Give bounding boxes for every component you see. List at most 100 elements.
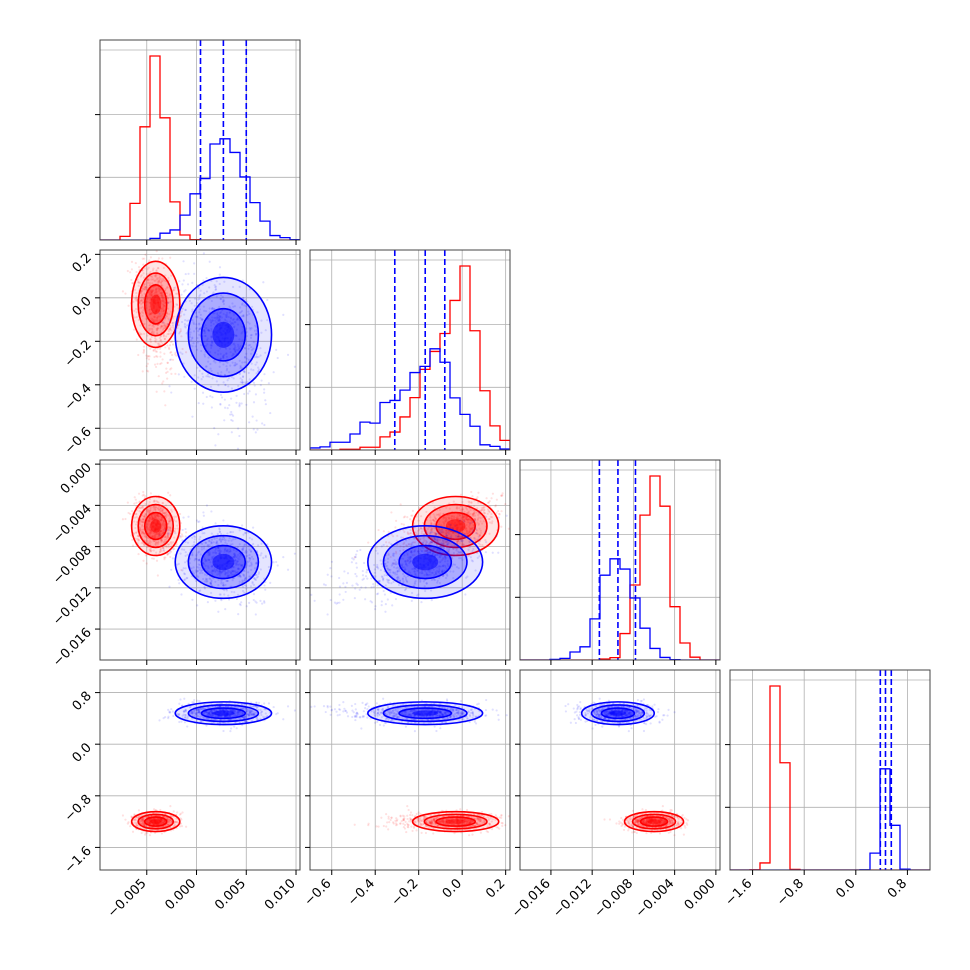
scatter-point xyxy=(144,288,147,291)
scatter-point xyxy=(148,284,152,287)
scatter-point xyxy=(146,362,149,365)
scatter-point xyxy=(140,296,143,299)
scatter-point xyxy=(126,822,129,825)
scatter-point xyxy=(218,266,222,269)
scatter-point xyxy=(358,588,361,591)
scatter-point xyxy=(471,532,474,535)
scatter-point xyxy=(338,593,341,596)
scatter-point xyxy=(202,402,205,405)
contour-red xyxy=(150,294,162,315)
scatter-point xyxy=(206,600,209,604)
scatter-point xyxy=(361,574,365,577)
scatter-point xyxy=(475,531,478,535)
scatter-point xyxy=(353,555,357,558)
scatter-point xyxy=(474,526,477,529)
scatter-point xyxy=(420,600,423,604)
y-tick-label: −0.004 xyxy=(50,502,95,547)
scatter-point xyxy=(162,380,165,383)
scatter-point xyxy=(160,281,163,284)
scatter-point xyxy=(269,411,272,415)
y-tick-label: −0.4 xyxy=(62,381,95,414)
scatter-point xyxy=(156,315,159,318)
scatter-point xyxy=(471,520,474,524)
scatter-point xyxy=(361,578,364,581)
scatter-point xyxy=(163,390,166,393)
scatter-point xyxy=(224,608,227,611)
scatter-point xyxy=(264,403,267,406)
histogram-red xyxy=(310,265,510,450)
scatter-point xyxy=(168,585,171,588)
scatter-point xyxy=(241,524,244,527)
scatter-point xyxy=(127,304,130,307)
scatter-point xyxy=(205,504,209,507)
scatter-point xyxy=(180,533,184,536)
scatter-point xyxy=(160,280,163,283)
scatter-point xyxy=(355,566,358,569)
scatter-point xyxy=(121,814,125,817)
scatter-point xyxy=(471,495,474,498)
scatter-point xyxy=(500,525,503,528)
scatter-point xyxy=(137,809,141,812)
scatter-point xyxy=(220,396,224,399)
scatter-point xyxy=(142,559,145,562)
scatter-point xyxy=(170,340,174,343)
scatter-point xyxy=(411,509,414,512)
scatter-point xyxy=(275,560,278,564)
scatter-point xyxy=(170,568,173,571)
scatter-point xyxy=(163,322,166,326)
scatter-point xyxy=(147,354,150,358)
scatter-point xyxy=(154,348,157,351)
scatter-point xyxy=(464,593,467,596)
scatter-point xyxy=(230,431,233,434)
scatter-point xyxy=(174,532,177,535)
scatter-point xyxy=(148,834,152,837)
scatter-point xyxy=(131,538,134,541)
scatter-point xyxy=(144,554,147,557)
scatter-point xyxy=(244,473,246,475)
y-tick-label: 0.2 xyxy=(70,251,95,276)
scatter-point xyxy=(394,597,398,601)
scatter-point xyxy=(236,427,240,430)
scatter-point xyxy=(248,390,251,393)
scatter-point xyxy=(158,534,161,537)
scatter-point xyxy=(205,276,208,280)
scatter-point xyxy=(164,316,167,319)
scatter-point xyxy=(400,522,403,526)
scatter-point xyxy=(124,818,127,821)
scatter-point xyxy=(170,358,173,361)
scatter-point xyxy=(406,516,409,519)
scatter-point xyxy=(366,577,369,580)
scatter-point xyxy=(478,511,481,514)
scatter-point xyxy=(178,535,181,538)
scatter-point xyxy=(146,300,149,303)
scatter-point xyxy=(169,549,172,552)
scatter-point xyxy=(147,329,150,332)
scatter-point xyxy=(168,344,172,347)
scatter-point xyxy=(477,491,480,494)
scatter-point xyxy=(169,368,172,371)
scatter-point xyxy=(126,269,129,273)
scatter-point xyxy=(263,373,266,376)
scatter-point xyxy=(485,515,488,518)
scatter-point xyxy=(121,518,125,521)
scatter-point xyxy=(197,402,200,405)
scatter-point xyxy=(151,323,154,327)
scatter-point xyxy=(350,561,353,564)
scatter-point xyxy=(158,276,161,280)
scatter-point xyxy=(391,604,394,607)
scatter-point xyxy=(263,388,266,391)
scatter-point xyxy=(253,384,256,387)
scatter-point xyxy=(269,581,272,584)
scatter-point xyxy=(137,265,141,269)
scatter-point xyxy=(164,556,167,559)
scatter-point xyxy=(172,810,175,813)
scatter-point xyxy=(169,555,172,559)
scatter-point xyxy=(256,428,259,431)
scatter-point xyxy=(217,610,220,613)
scatter-point xyxy=(182,279,185,282)
scatter-point xyxy=(168,385,171,388)
scatter-point xyxy=(191,415,194,418)
scatter-point xyxy=(156,324,159,327)
scatter-point xyxy=(272,371,275,374)
scatter-point xyxy=(163,326,166,330)
